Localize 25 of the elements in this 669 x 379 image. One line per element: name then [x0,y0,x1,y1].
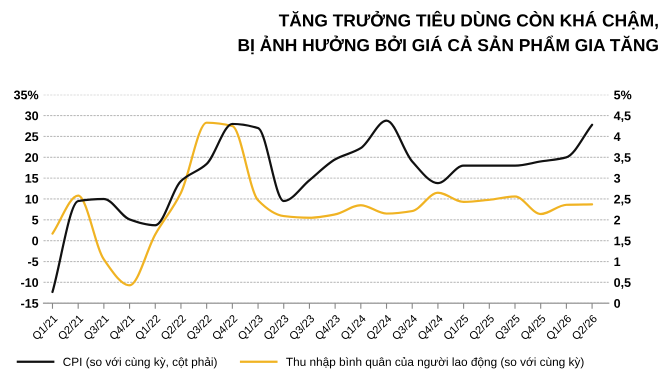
y-tick-label: 30 [25,111,38,120]
y2-tick-label: 4,5 [614,112,631,122]
y-tick-label: 35% [14,90,38,100]
y-tick-label: 25 [25,132,38,142]
y-tick-label: 15 [26,174,38,183]
y2-tick-label: 5% [614,90,632,100]
y-tick-label: 20 [25,153,38,162]
y-tick-label: 0 [32,236,38,246]
y-tick-label: 10 [26,194,38,204]
chart-title: TĂNG TRƯỞNG TIÊU DÙNG CÒN KHÁ CHẬM, BỊ ẢNH HƯỞNG BỞI GIÁ CẢ SẢN PHẨM GIA TĂNG [238,10,658,54]
y2-tick-label: 3 [614,174,620,183]
y2-tick-label: 0,5 [614,278,631,289]
y2-tick-label: 0 [614,299,620,308]
y-tick-label: 5 [32,216,38,224]
legend-label: Thu nhập bình quân của người lao động (so với cùng kỳ) [286,357,584,368]
y2-tick-label: 1 [614,257,620,266]
y2-tick-label: 4 [614,132,621,141]
y-tick-label: -5 [28,257,38,266]
legend-label: CPI (so với cùng kỳ, cột phải) [63,357,217,368]
y2-tick-label: 2 [614,216,620,224]
y-tick-label: -15 [21,299,38,308]
y2-tick-label: 3,5 [614,153,631,164]
y-tick-label: -10 [21,278,38,288]
y2-tick-label: 2,5 [614,194,631,206]
y2-tick-label: 1,5 [614,236,631,248]
